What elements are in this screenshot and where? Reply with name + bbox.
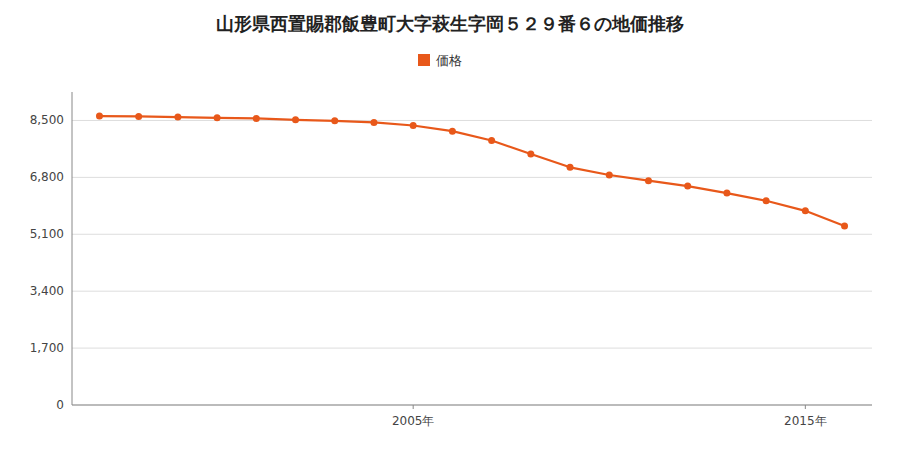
point [174,114,181,121]
chart-svg: 山形県西置賜郡飯豊町大字萩生字岡５２９番６の地価推移 0 1,700 3,400 5,1… [0,0,900,450]
point [606,172,613,179]
grid-line [72,405,872,406]
point [723,190,730,197]
point [841,222,848,229]
legend-label: 価格 [436,53,462,68]
x-tick-label: 2005年 [392,414,435,428]
x-tick-label: 2015年 [784,414,827,428]
point [370,119,377,126]
point [449,128,456,135]
y-axis-line [72,92,73,405]
point [645,177,652,184]
y-tick-label: 6,800 [30,170,64,184]
point [527,150,534,157]
point [488,137,495,144]
y-tick-label: 1,700 [30,341,64,355]
grid-line [72,234,872,235]
point [567,164,574,171]
legend-swatch [418,54,430,66]
line [99,116,844,226]
y-grid [72,120,872,405]
legend: 価格 [418,53,462,68]
data-group [96,113,848,230]
point [331,117,338,124]
grid-line [72,348,872,349]
point [96,113,103,120]
point [802,207,809,214]
grid-line [72,177,872,178]
x-tick [805,405,806,409]
point [135,113,142,120]
point [763,197,770,204]
point [410,122,417,129]
y-tick-label: 5,100 [30,227,64,241]
y-tick-label: 0 [56,398,64,412]
y-tick-label: 8,500 [30,113,64,127]
point [214,114,221,121]
x-tick [413,405,414,409]
y-tick-label: 3,400 [30,284,64,298]
point [292,116,299,123]
grid-line [72,120,872,121]
chart-container: 山形県西置賜郡飯豊町大字萩生字岡５２９番６の地価推移 0 1,700 3,400 5,1… [0,0,900,450]
title: 山形県西置賜郡飯豊町大字萩生字岡５２９番６の地価推移 [216,13,684,34]
point [684,183,691,190]
grid-line [72,291,872,292]
x-axis-line [72,405,872,406]
point [253,115,260,122]
